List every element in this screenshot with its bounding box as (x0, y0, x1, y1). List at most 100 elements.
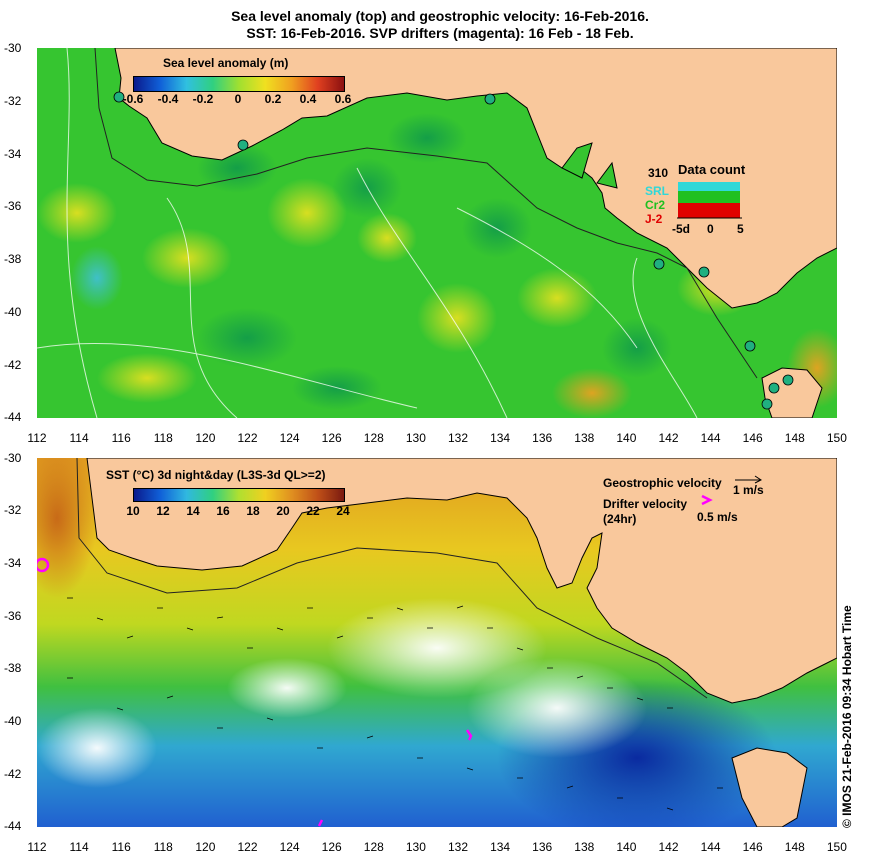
x-axis-label: 130 (405, 840, 426, 854)
sla-tick: -0.6 (122, 92, 144, 106)
sst-tick: 20 (276, 504, 290, 518)
x-axis-label: 116 (111, 840, 131, 854)
x-axis-label: 118 (153, 840, 173, 854)
x-axis-label: 118 (153, 431, 173, 445)
credit-text: © IMOS 21-Feb-2016 09:34 Hobart Time (840, 605, 854, 828)
geostrophic-velocity-label: Geostrophic velocity (603, 476, 722, 490)
sst-tick: 14 (186, 504, 200, 518)
x-axis-label: 136 (532, 840, 553, 854)
data-count-xtick: 5 (737, 222, 744, 236)
x-axis-label: 124 (279, 431, 300, 445)
y-axis-label: -32 (4, 503, 22, 517)
data-count-title: Data count (678, 162, 746, 177)
drifter-velocity-scale: 0.5 m/s (697, 510, 738, 524)
data-count-xtick: 0 (707, 222, 714, 236)
x-axis-label: 140 (616, 431, 637, 445)
sla-field (37, 113, 837, 418)
sla-tick: -0.4 (157, 92, 179, 106)
satellite-cr2: Cr2 (645, 198, 666, 212)
satellite-srl: SRL (645, 184, 669, 198)
x-axis-label: 112 (27, 840, 47, 854)
x-axis-label: 128 (363, 840, 384, 854)
y-axis-label: -34 (4, 147, 22, 161)
sst-tick: 24 (336, 504, 350, 518)
y-axis-label: -42 (4, 767, 22, 781)
x-axis-label: 120 (195, 431, 216, 445)
x-axis-label: 114 (69, 431, 89, 445)
sst-colorbar (133, 488, 345, 502)
y-axis-label: -44 (4, 410, 22, 424)
sla-tick: 0.2 (264, 92, 282, 106)
y-axis-label: -40 (4, 305, 22, 319)
x-axis-label: 134 (490, 840, 511, 854)
x-axis-label: 150 (826, 431, 847, 445)
y-axis-label: -36 (4, 609, 22, 623)
sla-tick: 0.4 (299, 92, 317, 106)
drifter-tracks (37, 557, 473, 827)
sst-tick: 16 (216, 504, 230, 518)
y-axis-label: -42 (4, 358, 22, 372)
x-axis-label: 132 (447, 431, 469, 445)
x-axis-label: 148 (784, 431, 805, 445)
y-axis-label: -38 (4, 252, 22, 266)
satellite-j2: J-2 (645, 212, 663, 226)
x-axis-label: 138 (574, 840, 595, 854)
x-axis-label: 114 (69, 840, 89, 854)
x-axis-label: 144 (700, 431, 721, 445)
x-axis-label: 138 (574, 431, 595, 445)
sst-tick: 22 (306, 504, 320, 518)
x-axis-label: 126 (321, 840, 342, 854)
x-axis-label: 148 (784, 840, 805, 854)
x-axis-label: 130 (405, 431, 426, 445)
x-axis-label: 124 (279, 840, 300, 854)
x-axis-label: 128 (363, 431, 384, 445)
sst-tick: 10 (126, 504, 140, 518)
sst-tick: 18 (246, 504, 260, 518)
drifter-velocity-sublabel: (24hr) (603, 512, 637, 526)
x-axis-label: 122 (237, 840, 258, 854)
x-axis-label: 146 (742, 431, 763, 445)
velocity-arrows (67, 597, 723, 811)
land-australia (114, 48, 837, 309)
y-axis-label: -44 (4, 819, 22, 833)
x-axis-label: 146 (742, 840, 763, 854)
figure-title-line2: SST: 16-Feb-2016. SVP drifters (magenta)… (246, 25, 634, 41)
x-axis-label: 140 (616, 840, 637, 854)
y-axis-label: -38 (4, 661, 22, 675)
x-axis-label: 120 (195, 840, 216, 854)
y-axis-label: -36 (4, 199, 22, 213)
x-axis-label: 122 (237, 431, 258, 445)
y-axis-label: -34 (4, 556, 22, 570)
x-axis-label: 112 (27, 431, 47, 445)
y-axis-label: -40 (4, 714, 22, 728)
x-axis-label: 142 (658, 840, 679, 854)
sea-level-anomaly-map (37, 48, 837, 418)
data-count-inset (677, 178, 742, 219)
figure-title-line1: Sea level anomaly (top) and geostrophic … (231, 8, 649, 24)
x-axis-label: 150 (826, 840, 847, 854)
sla-colorbar (133, 76, 345, 92)
sla-tick: 0.6 (334, 92, 352, 106)
geostrophic-velocity-scale: 1 m/s (733, 483, 764, 497)
data-count-xtick: -5d (672, 222, 690, 236)
sst-map (37, 458, 837, 827)
y-axis-label: -32 (4, 94, 22, 108)
sla-tick: 0 (234, 92, 242, 106)
x-axis-label: 116 (111, 431, 131, 445)
x-axis-label: 142 (658, 431, 679, 445)
x-axis-label: 136 (532, 431, 553, 445)
sst-colorbar-title: SST (°C) 3d night&day (L3S-3d QL>=2) (106, 468, 326, 482)
geostrophic-scale-arrow-icon (735, 475, 762, 484)
drifter-scale-arrow-icon (701, 494, 713, 506)
sla-colorbar-title: Sea level anomaly (m) (163, 56, 289, 70)
data-count-max: 310 (648, 166, 669, 180)
x-axis-label: 144 (700, 840, 721, 854)
sst-tick: 12 (156, 504, 170, 518)
x-axis-label: 132 (447, 840, 469, 854)
sla-tick: -0.2 (192, 92, 214, 106)
x-axis-label: 126 (321, 431, 342, 445)
drifter-velocity-label: Drifter velocity (603, 497, 688, 511)
y-axis-label: -30 (4, 41, 22, 55)
y-axis-label: -30 (4, 451, 22, 465)
x-axis-label: 134 (490, 431, 511, 445)
